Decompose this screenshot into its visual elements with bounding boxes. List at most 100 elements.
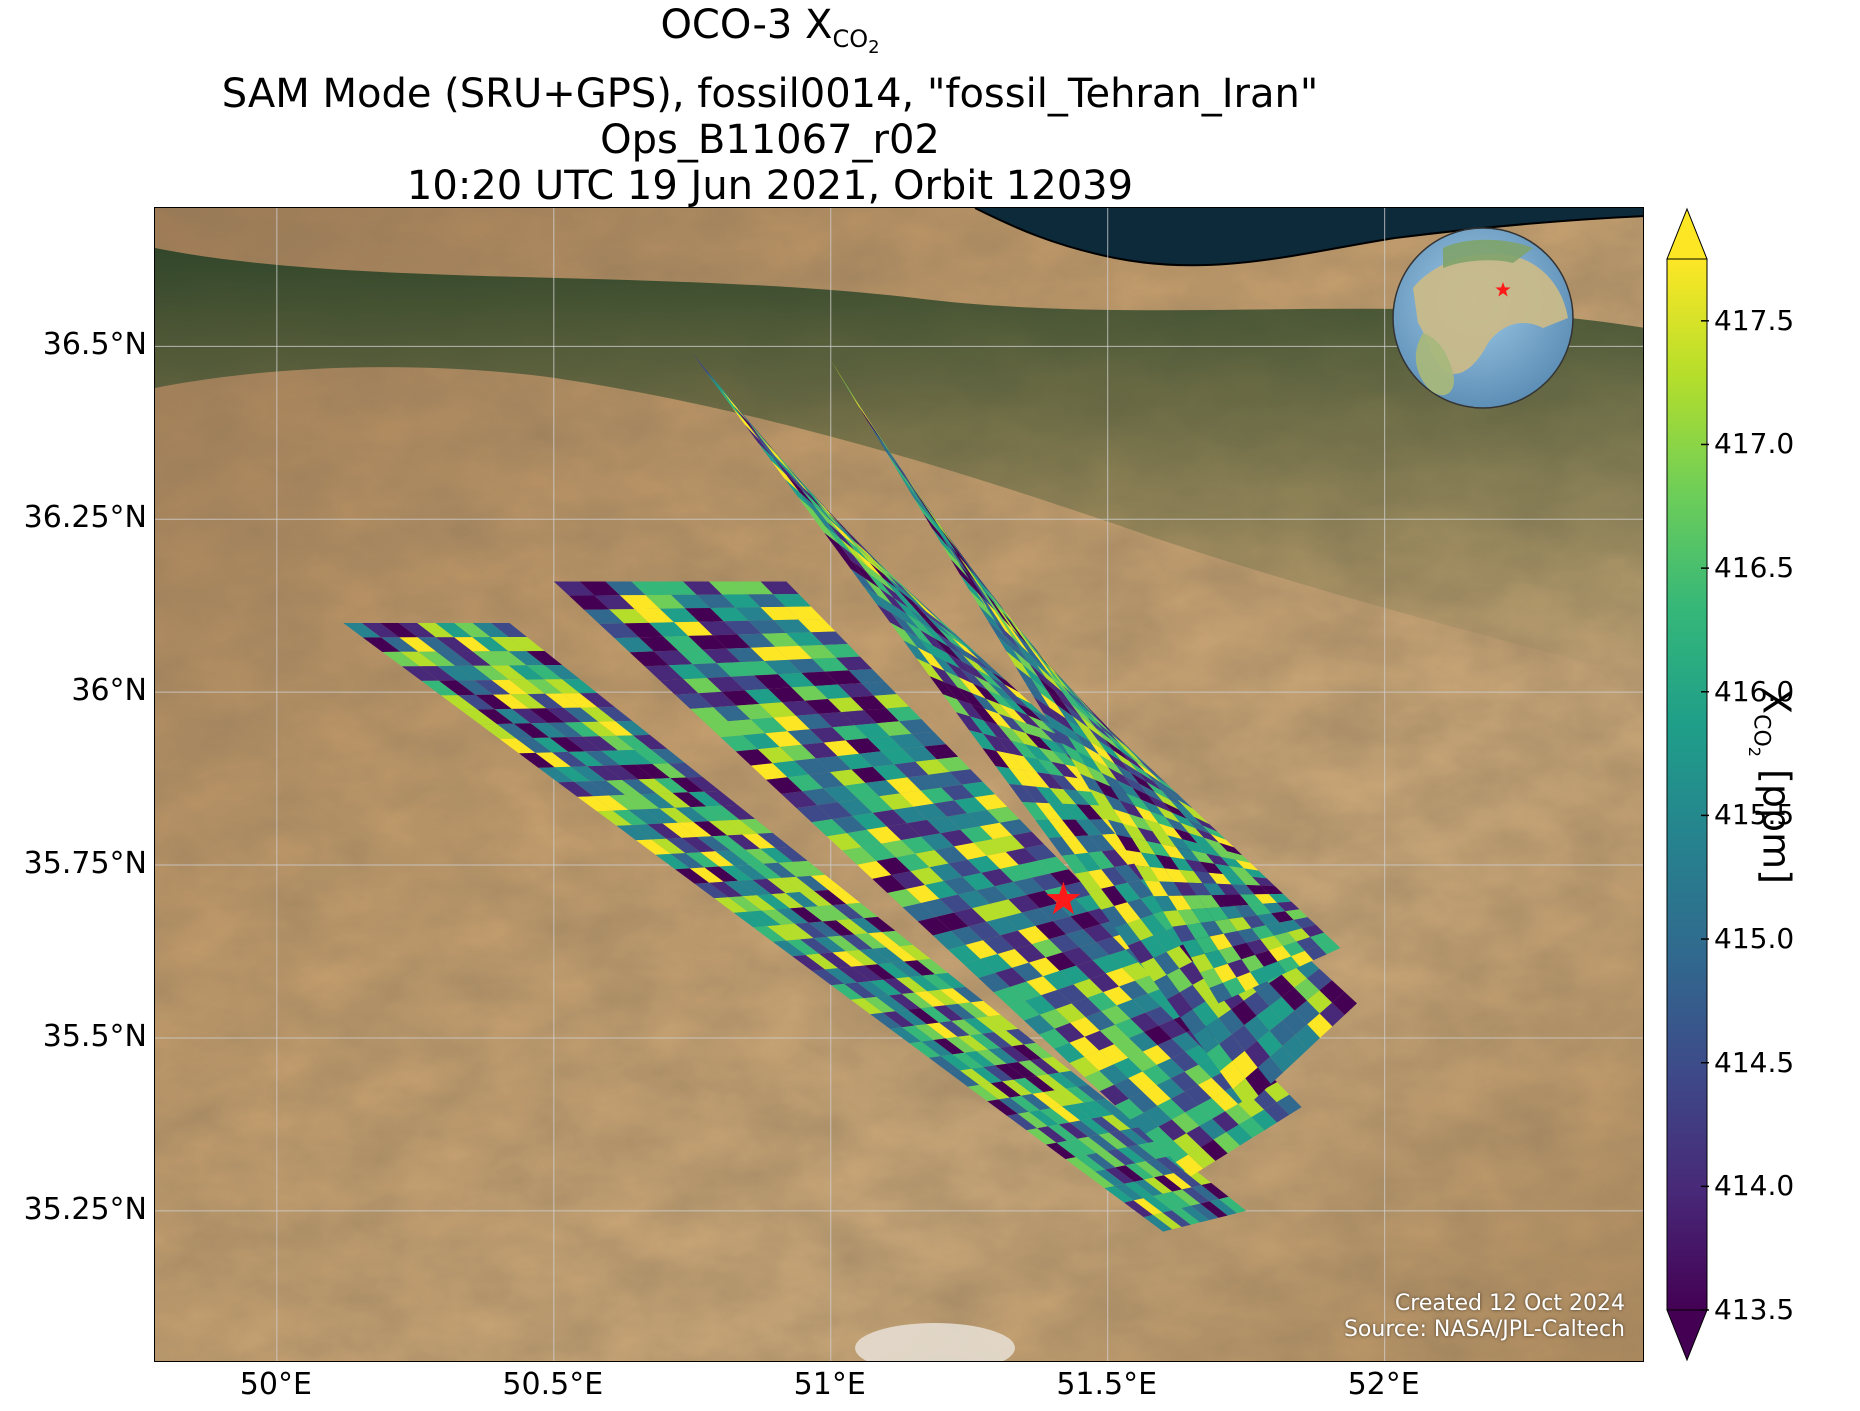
xco2-cell <box>1225 1104 1252 1125</box>
xco2-cell <box>1219 842 1243 856</box>
xco2-cell <box>579 581 620 596</box>
xco2-cell <box>886 447 914 489</box>
xco2-cell <box>1187 819 1211 834</box>
xco2-cell <box>1079 942 1110 961</box>
xco2-cell <box>1235 859 1259 871</box>
xco2-cell <box>1293 917 1316 929</box>
map-canvas[interactable] <box>155 208 1644 1362</box>
xco2-cell <box>1114 923 1141 946</box>
xco2-cell <box>972 903 1005 922</box>
xco2-cell <box>1000 704 1027 724</box>
xco2-cell <box>1096 1151 1126 1168</box>
xco2-cell <box>777 672 815 688</box>
xco2-cell <box>1000 930 1032 949</box>
xco2-cell <box>1014 709 1041 729</box>
xco2-cell <box>961 661 989 683</box>
xco2-cell <box>857 547 885 575</box>
xco2-cell <box>1011 636 1038 666</box>
xco2-cell <box>1040 693 1066 719</box>
xco2-cell <box>865 780 900 797</box>
lat-tick-label: 35.5°N <box>42 1018 147 1054</box>
xco2-cell <box>964 650 992 673</box>
colorbar-tick-label: 416.0 <box>1714 674 1795 708</box>
xco2-cell <box>752 878 786 895</box>
xco2-cell <box>638 778 673 794</box>
xco2-cell <box>1088 727 1114 751</box>
xco2-cell <box>750 717 788 734</box>
xco2-cell <box>1128 1051 1157 1072</box>
xco2-cell <box>824 532 852 562</box>
xco2-cell <box>696 836 731 852</box>
xco2-cell <box>864 916 896 933</box>
xco2-cell <box>757 894 790 910</box>
xco2-cell <box>941 535 969 574</box>
xco2-cell <box>594 595 635 610</box>
xco2-cell <box>1170 1071 1199 1092</box>
xco2-cell <box>829 519 857 548</box>
xco2-cell <box>724 819 758 835</box>
xco2-cell <box>1246 939 1269 955</box>
xco2-cell <box>647 823 682 839</box>
xco2-cell <box>790 907 823 923</box>
xco2-cell <box>1044 668 1071 695</box>
xco2-cell <box>1024 681 1050 708</box>
xco2-cell <box>902 1025 934 1042</box>
xco2-cell <box>1197 895 1221 909</box>
xco2-cell <box>1200 921 1224 937</box>
xco2-cell <box>1240 894 1263 905</box>
xco2-cell <box>750 646 789 661</box>
xco2-cell <box>454 623 491 638</box>
xco2-cell <box>1119 743 1145 766</box>
xco2-cell <box>939 524 967 562</box>
xco2-cell <box>510 694 547 709</box>
xco2-cell <box>509 679 546 695</box>
colorbar-extend-min <box>1666 1309 1708 1362</box>
xco2-cell <box>910 867 944 885</box>
xco2-cell <box>1209 982 1232 1004</box>
xco2-cell <box>1142 1085 1171 1106</box>
xco2-cell <box>1154 1175 1183 1192</box>
xco2-cell <box>1152 831 1177 848</box>
xco2-cell <box>763 862 797 878</box>
xco2-cell <box>1059 1070 1089 1087</box>
xco2-cell <box>671 594 711 609</box>
xco2-cell <box>854 723 890 739</box>
xco2-cell <box>785 892 819 908</box>
xco2-cell <box>1038 747 1066 765</box>
xco2-cell <box>995 1063 1026 1080</box>
xco2-cell <box>1145 1126 1174 1148</box>
xco2-cell <box>761 909 795 925</box>
xco2-cell <box>947 653 975 676</box>
xco2-cell <box>666 837 701 854</box>
xco2-cell <box>827 935 860 952</box>
xco2-cell <box>1150 867 1174 882</box>
xco2-cell <box>1070 758 1096 781</box>
xco2-cell <box>1203 837 1228 852</box>
xco2-cell <box>1041 1056 1071 1073</box>
xco2-cell <box>694 882 729 899</box>
xco2-cell <box>552 751 588 767</box>
xco2-cell <box>704 790 738 806</box>
xco2-cell <box>1010 621 1037 654</box>
xco2-cell <box>991 672 1019 693</box>
xco2-cell <box>921 898 954 917</box>
xco2-cell <box>1160 1140 1189 1163</box>
xco2-cell <box>1127 1144 1156 1162</box>
xco2-cell <box>477 709 514 724</box>
xco2-cell <box>1181 1205 1210 1223</box>
xco2-cell <box>1225 894 1249 906</box>
xco2-cell <box>868 566 896 594</box>
xco2-cell <box>1115 1165 1145 1182</box>
xco2-cell <box>654 778 689 793</box>
xco2-cell <box>928 1056 961 1073</box>
xco2-cell <box>745 688 783 704</box>
xco2-cell <box>1105 1167 1135 1184</box>
colorbar-tick-label: 413.5 <box>1714 1293 1795 1326</box>
xco2-cell <box>995 766 1023 786</box>
xco2-cell <box>922 500 949 540</box>
xco2-cell <box>784 463 813 496</box>
xco2-cell <box>1164 868 1189 883</box>
xco2-cell <box>1056 1140 1087 1158</box>
map-panel[interactable]: Created 12 Oct 2024 Source: NASA/JPL-Cal… <box>154 207 1644 1362</box>
xco2-cell <box>951 1019 982 1036</box>
